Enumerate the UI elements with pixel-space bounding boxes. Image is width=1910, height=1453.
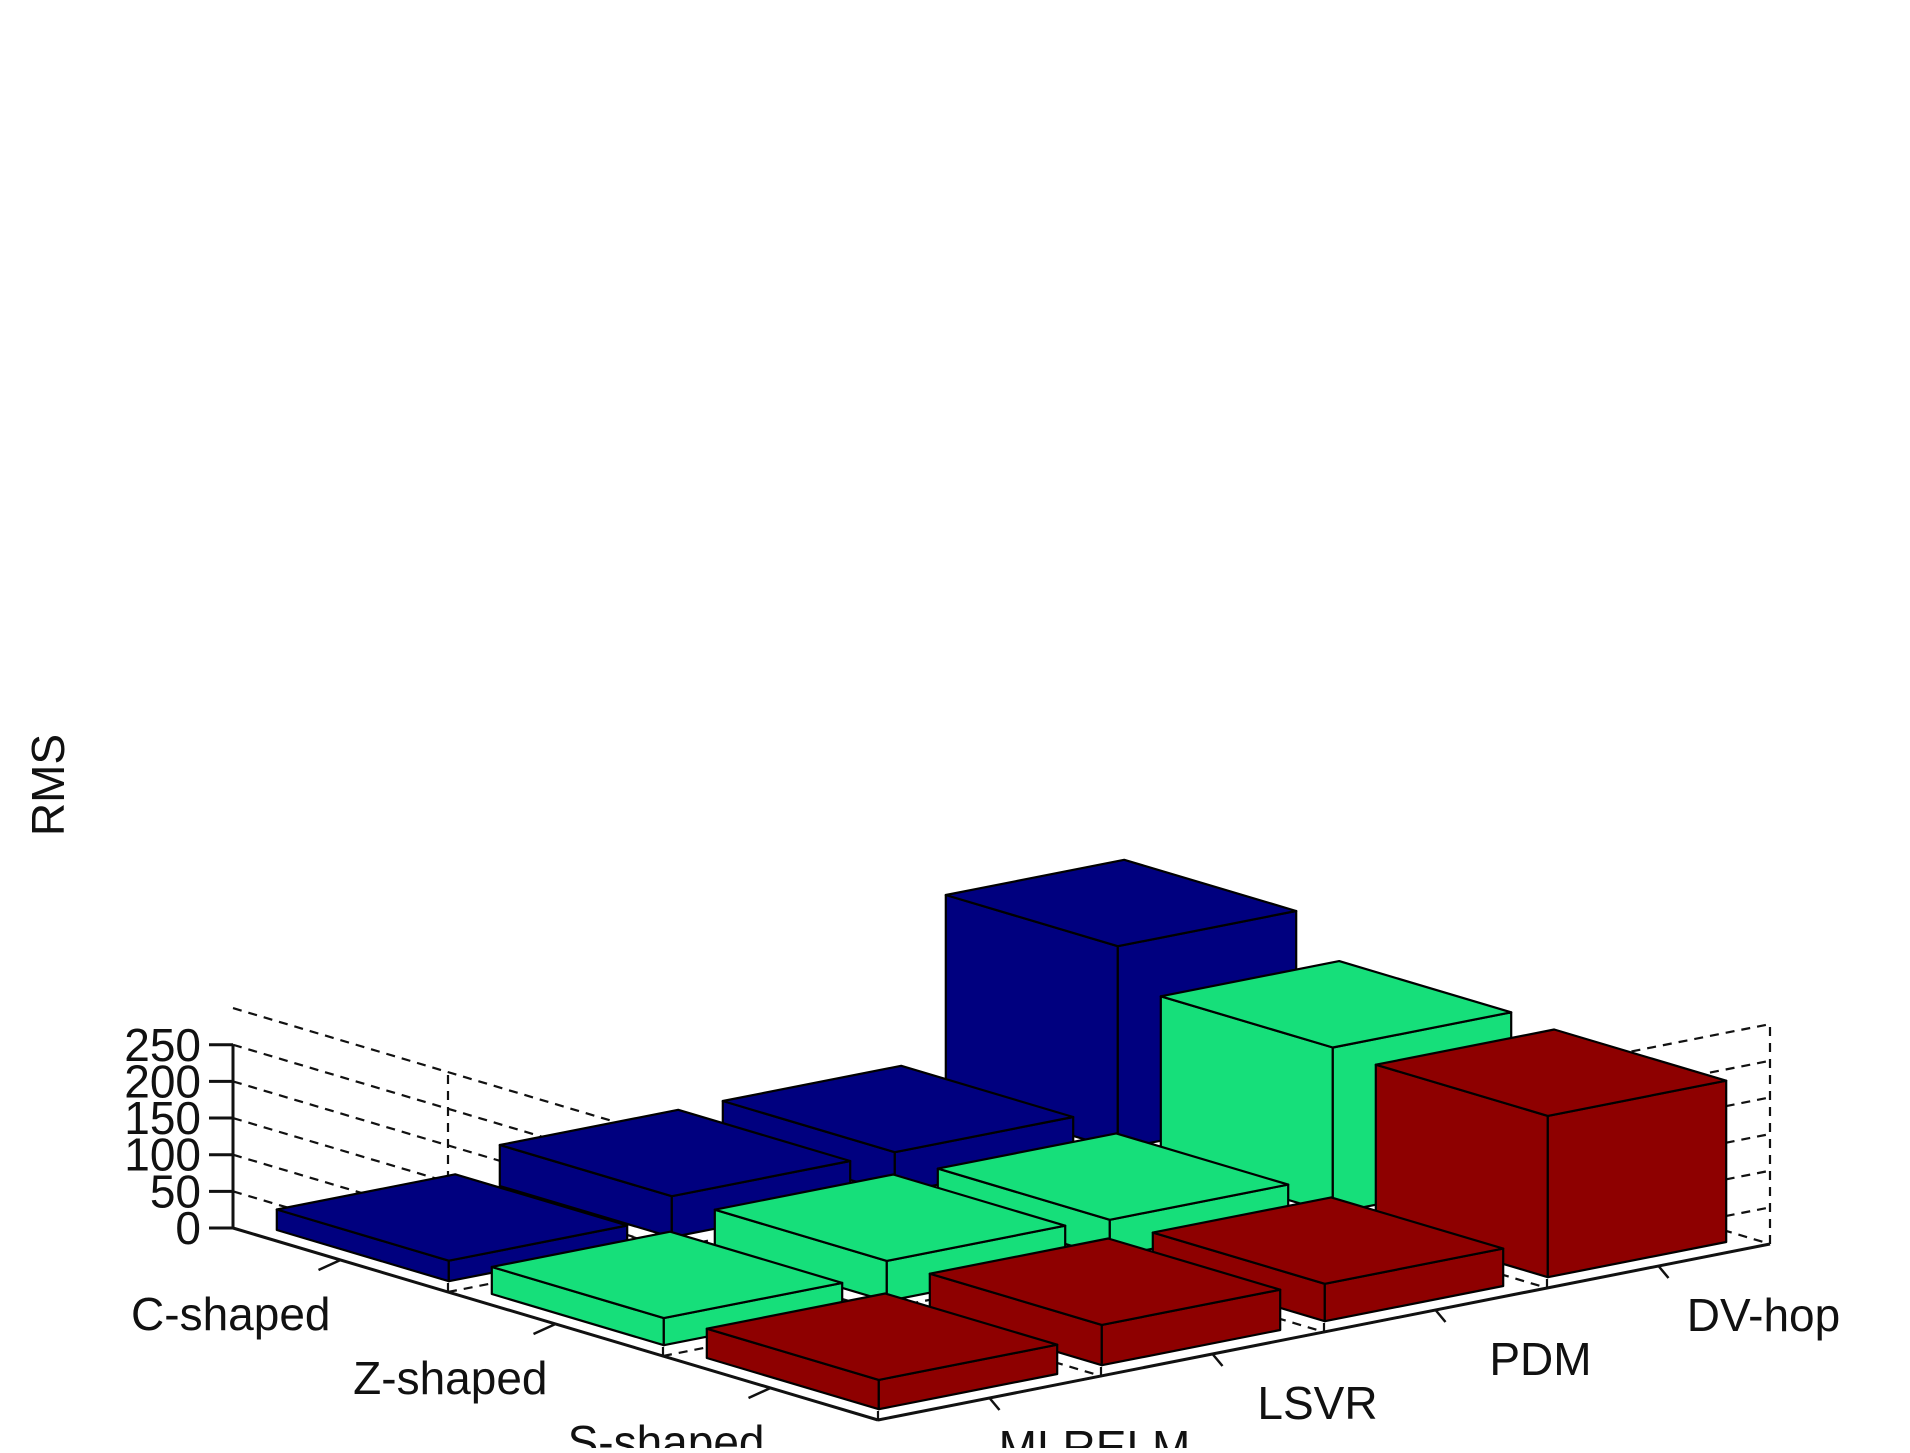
shape-tick <box>532 1322 557 1336</box>
method-tick <box>1434 1309 1447 1323</box>
shape-tick <box>317 1258 342 1272</box>
bar-face-top <box>498 1108 852 1198</box>
z-axis-title: RMS <box>22 734 74 836</box>
bar-face-top <box>1374 1028 1728 1118</box>
shape-tick-label: C-shaped <box>131 1288 330 1340</box>
z-tick-label: 100 <box>124 1129 201 1181</box>
z-tick-label: 150 <box>124 1092 201 1144</box>
bar-face-top <box>721 1064 1075 1154</box>
bar-face-top <box>928 1237 1282 1327</box>
bar-face-top <box>944 858 1298 948</box>
shape-tick-label: S-shaped <box>568 1416 765 1448</box>
method-tick <box>1657 1265 1670 1279</box>
bar-face-top <box>705 1292 1059 1382</box>
method-tick <box>988 1397 1001 1411</box>
bar-S-shaped-LSVR <box>928 1237 1282 1367</box>
bar-face-top <box>713 1173 1067 1263</box>
z-tick-label: 0 <box>175 1202 201 1254</box>
method-tick-label: MLRELM <box>999 1421 1191 1448</box>
bar-face-top <box>490 1230 844 1320</box>
method-tick-label: PDM <box>1489 1333 1591 1385</box>
shape-tick-label: Z-shaped <box>353 1352 547 1404</box>
method-tick-label: LSVR <box>1257 1377 1377 1429</box>
bar-S-shaped-MLRELM <box>705 1292 1059 1411</box>
bar-face-top <box>275 1173 629 1262</box>
bar-face-top <box>936 1132 1290 1221</box>
method-axis-line <box>877 1242 1771 1422</box>
z-tick-label: 200 <box>124 1055 201 1107</box>
method-tick <box>1211 1353 1224 1367</box>
z-tick-label: 250 <box>124 1019 201 1071</box>
bar-face-top <box>1159 959 1513 1049</box>
method-tick-label: DV-hop <box>1687 1289 1840 1341</box>
shape-tick <box>747 1386 772 1400</box>
z-tick-label: 50 <box>150 1165 201 1217</box>
bar-face-top <box>1151 1196 1505 1285</box>
